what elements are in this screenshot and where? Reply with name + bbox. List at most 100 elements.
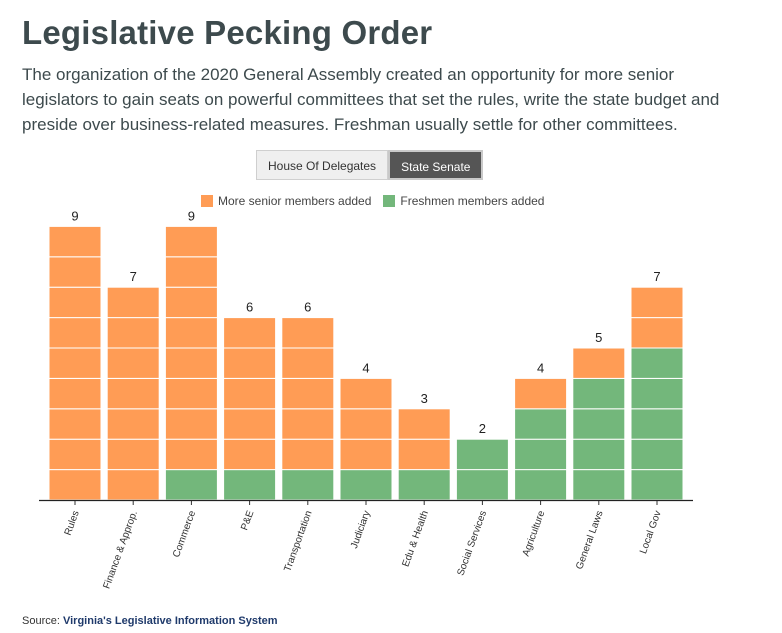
bar-segment-senior: [106, 317, 160, 349]
bar-segment-senior: [397, 408, 451, 440]
bar-segment-freshmen: [223, 469, 277, 501]
x-tick-label: Edu & Health: [401, 509, 431, 568]
bar-segment-freshmen: [630, 377, 684, 410]
bar-total-label: 4: [537, 360, 544, 375]
bar-segment-freshmen: [397, 469, 451, 501]
bar-segment-senior: [223, 438, 277, 471]
bar-segment-freshmen: [514, 408, 568, 440]
legend-label-senior: More senior members added: [218, 194, 372, 208]
bar-segment-senior: [281, 317, 335, 349]
bar-segment-senior: [48, 225, 102, 258]
bar-segment-senior: [164, 377, 218, 410]
bar-segment-freshmen: [455, 438, 509, 471]
bar-segment-freshmen: [630, 347, 684, 379]
bar-segment-senior: [164, 347, 218, 379]
bar-segment-senior: [106, 469, 160, 501]
bar-segment-senior: [223, 377, 277, 410]
bar-segment-freshmen: [514, 469, 568, 501]
bar-segment-senior: [48, 317, 102, 349]
bar-segment-senior: [48, 408, 102, 440]
bar-total-label: 6: [304, 300, 311, 315]
legend-item-senior: More senior members added: [201, 194, 371, 208]
bar-segment-freshmen: [514, 438, 568, 471]
bar-segment-senior: [397, 438, 451, 471]
bar-total-label: 5: [595, 330, 602, 345]
bar-segment-senior: [281, 347, 335, 379]
x-tick-label: Social Services: [456, 509, 490, 577]
bar-segment-senior: [223, 347, 277, 379]
x-tick-label: Finance & Approp.: [102, 509, 140, 590]
bar-segment-freshmen: [630, 438, 684, 471]
bar-segment-senior: [281, 408, 335, 440]
legend-swatch-freshmen: [383, 195, 396, 207]
bar-segment-freshmen: [630, 408, 684, 440]
bar-segment-senior: [48, 286, 102, 319]
bar-segment-senior: [48, 469, 102, 501]
x-tick-label: General Laws: [574, 509, 605, 571]
page-title: Legislative Pecking Order: [22, 14, 433, 51]
bar-segment-freshmen: [572, 377, 626, 410]
x-tick-label: Local Gov: [638, 509, 664, 555]
bar-segment-senior: [48, 347, 102, 379]
bar-total-label: 7: [653, 269, 660, 284]
bar-total-label: 2: [479, 421, 486, 436]
bar-total-label: 7: [130, 269, 137, 284]
house-of-delegates-button[interactable]: House Of Delegates: [256, 150, 389, 180]
bar-segment-senior: [281, 377, 335, 410]
legend-label-freshmen: Freshmen members added: [400, 194, 545, 208]
x-tick-label: Commerce: [171, 509, 198, 559]
bar-segment-senior: [223, 408, 277, 440]
source-link[interactable]: Virginia's Legislative Information Syste…: [62, 615, 278, 627]
bar-segment-senior: [339, 377, 393, 410]
x-tick-label: Agriculture: [521, 509, 548, 558]
bar-segment-freshmen: [572, 408, 626, 440]
bar-total-label: 3: [421, 391, 428, 406]
bar-chart: 9 Rules 7 Finance & Approp. 9 Commerce 6 P&E 6 Tr…: [39, 208, 693, 590]
bar-segment-senior: [106, 408, 160, 440]
bar-segment-freshmen: [281, 469, 335, 501]
bar-segment-senior: [630, 286, 684, 319]
bar-segment-senior: [339, 438, 393, 471]
legend-swatch-senior: [201, 195, 213, 207]
chamber-toggle: House Of Delegates State Senate: [256, 150, 484, 180]
bar-segment-senior: [164, 408, 218, 440]
bar-total-label: 6: [246, 300, 253, 315]
chart-legend: More senior members added Freshmen membe…: [201, 194, 544, 208]
bar-segment-freshmen: [572, 469, 626, 501]
bar-segment-senior: [164, 438, 218, 471]
bar-segment-senior: [48, 256, 102, 288]
x-tick-label: Rules: [63, 509, 82, 537]
bar-segment-freshmen: [630, 469, 684, 501]
bar-segment-freshmen: [572, 438, 626, 471]
bar-segment-senior: [339, 408, 393, 440]
bar-segment-senior: [281, 438, 335, 471]
bar-segment-senior: [48, 438, 102, 471]
bar-segment-senior: [164, 256, 218, 288]
bar-segment-senior: [164, 225, 218, 258]
bar-segment-senior: [630, 317, 684, 349]
x-tick-label: Judiciary: [349, 509, 373, 550]
bar-segment-senior: [164, 317, 218, 349]
bar-segment-senior: [106, 347, 160, 379]
bar-segment-freshmen: [455, 469, 509, 501]
bar-segment-senior: [164, 286, 218, 319]
bar-total-label: 9: [71, 208, 78, 223]
bar-segment-senior: [514, 377, 568, 410]
bar-segment-freshmen: [164, 469, 218, 501]
bar-segment-senior: [223, 317, 277, 349]
bar-segment-freshmen: [339, 469, 393, 501]
bar-segment-senior: [106, 438, 160, 471]
legend-item-freshmen: Freshmen members added: [383, 194, 544, 208]
x-tick-label: Transportation: [282, 509, 314, 573]
bar-total-label: 9: [188, 208, 195, 223]
bar-segment-senior: [106, 286, 160, 319]
bar-segment-senior: [572, 347, 626, 379]
x-tick-label: P&E: [239, 509, 256, 532]
bar-segment-senior: [106, 377, 160, 410]
bar-segment-senior: [48, 377, 102, 410]
chart-subtitle: The organization of the 2020 General Ass…: [22, 65, 720, 134]
bar-total-label: 4: [362, 360, 369, 375]
source-note: Source: Virginia's Legislative Informati…: [22, 615, 278, 627]
source-label: Source:: [22, 615, 60, 627]
state-senate-button[interactable]: State Senate: [388, 150, 484, 180]
